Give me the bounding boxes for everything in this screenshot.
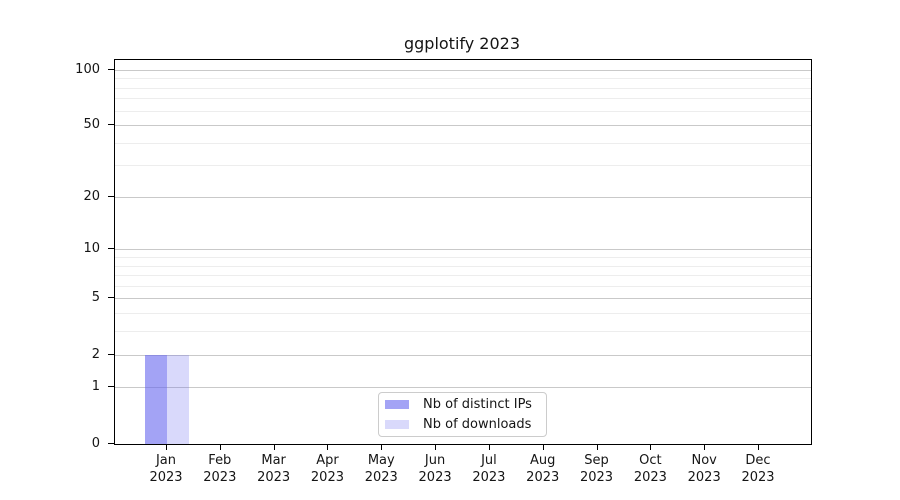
x-tick-month: Jul xyxy=(481,453,497,468)
x-tick-mark xyxy=(219,444,221,450)
major-gridline xyxy=(115,249,811,251)
x-tick-label: Oct 2023 xyxy=(618,452,682,486)
minor-gridline xyxy=(115,275,811,277)
x-tick-year: 2023 xyxy=(149,470,183,485)
minor-gridline xyxy=(115,285,811,287)
x-tick-mark xyxy=(488,444,490,450)
x-tick-label: Aug 2023 xyxy=(511,452,575,486)
y-tick-label: 0 xyxy=(91,435,100,451)
x-tick-month: Sep xyxy=(584,453,609,468)
x-tick-month: Jan xyxy=(155,453,177,468)
x-tick-label: Feb 2023 xyxy=(188,452,252,486)
legend-label-distinct-ips: Nb of distinct IPs xyxy=(423,397,532,412)
minor-gridline xyxy=(115,110,811,112)
legend: Nb of distinct IPs Nb of downloads xyxy=(378,392,547,437)
x-tick-mark xyxy=(650,444,652,450)
major-gridline xyxy=(115,354,811,356)
legend-swatch-distinct-ips xyxy=(385,400,409,409)
x-tick-label: Nov 2023 xyxy=(672,452,736,486)
y-tick-label: 20 xyxy=(83,188,100,204)
plot-area xyxy=(114,59,812,445)
x-tick-mark xyxy=(542,444,544,450)
y-tick-mark xyxy=(108,195,114,197)
major-gridline xyxy=(115,125,811,126)
minor-gridline xyxy=(115,265,811,267)
x-tick-label: Dec 2023 xyxy=(726,452,790,486)
y-tick-mark xyxy=(108,68,114,70)
y-tick-label: 50 xyxy=(83,117,100,132)
x-tick-month: Mar xyxy=(261,453,286,468)
x-tick-mark xyxy=(327,444,329,450)
x-tick-label: Apr 2023 xyxy=(295,452,359,486)
major-gridline xyxy=(115,196,811,198)
chart-title: ggplotify 2023 xyxy=(403,34,521,53)
minor-gridline xyxy=(115,78,811,80)
bar-downloads xyxy=(167,355,189,444)
minor-gridline xyxy=(115,142,811,144)
x-tick-year: 2023 xyxy=(364,470,398,485)
minor-gridline xyxy=(115,87,811,89)
x-tick-label: Jul 2023 xyxy=(457,452,521,486)
legend-item-distinct-ips: Nb of distinct IPs xyxy=(385,396,538,413)
x-tick-month: Nov xyxy=(691,453,717,468)
y-tick-mark xyxy=(108,386,114,388)
x-tick-mark xyxy=(596,444,598,450)
x-tick-label: Sep 2023 xyxy=(565,452,629,486)
minor-gridline xyxy=(115,165,811,167)
y-tick-mark xyxy=(108,297,114,299)
legend-swatch-downloads xyxy=(385,420,409,429)
x-tick-year: 2023 xyxy=(310,470,344,485)
major-gridline xyxy=(115,298,811,300)
x-tick-month: Dec xyxy=(745,453,771,468)
legend-label-downloads: Nb of downloads xyxy=(423,417,532,432)
x-tick-mark xyxy=(166,444,167,450)
y-tick-label: 2 xyxy=(91,346,100,362)
x-tick-year: 2023 xyxy=(579,470,614,485)
bar-distinct-ips xyxy=(145,355,167,444)
x-tick-month: Apr xyxy=(316,453,339,468)
x-tick-year: 2023 xyxy=(472,470,506,485)
x-tick-mark xyxy=(381,444,383,450)
x-tick-label: May 2023 xyxy=(349,452,413,486)
y-tick-mark xyxy=(108,353,114,355)
x-tick-year: 2023 xyxy=(203,470,237,485)
minor-gridline xyxy=(115,331,811,333)
minor-gridline xyxy=(115,98,811,100)
x-tick-month: Feb xyxy=(208,453,232,468)
x-tick-mark xyxy=(704,444,706,450)
x-tick-year: 2023 xyxy=(418,470,452,485)
x-tick-year: 2023 xyxy=(257,470,291,485)
x-tick-month: Aug xyxy=(530,453,556,468)
x-tick-year: 2023 xyxy=(741,470,775,485)
x-tick-month: May xyxy=(367,453,395,468)
x-tick-month: Oct xyxy=(639,453,662,468)
major-gridline xyxy=(115,69,811,71)
y-tick-label: 1 xyxy=(91,379,100,395)
x-tick-year: 2023 xyxy=(526,470,560,485)
minor-gridline xyxy=(115,313,811,315)
x-tick-label: Mar 2023 xyxy=(242,452,306,486)
y-tick-mark xyxy=(108,248,114,250)
legend-item-downloads: Nb of downloads xyxy=(385,416,538,433)
major-gridline xyxy=(115,387,811,389)
y-tick-label: 100 xyxy=(75,61,100,77)
y-tick-mark xyxy=(108,442,114,444)
minor-gridline xyxy=(115,256,811,258)
x-tick-mark xyxy=(758,444,759,450)
x-tick-year: 2023 xyxy=(633,470,667,485)
x-tick-month: Jun xyxy=(424,453,446,468)
x-tick-mark xyxy=(273,444,275,450)
y-tick-label: 10 xyxy=(83,241,100,257)
x-tick-label: Jan 2023 xyxy=(134,452,198,486)
x-tick-year: 2023 xyxy=(687,470,721,485)
y-tick-label: 5 xyxy=(91,290,100,306)
x-tick-label: Jun 2023 xyxy=(403,452,467,486)
y-tick-mark xyxy=(108,124,114,125)
x-tick-mark xyxy=(435,444,437,450)
